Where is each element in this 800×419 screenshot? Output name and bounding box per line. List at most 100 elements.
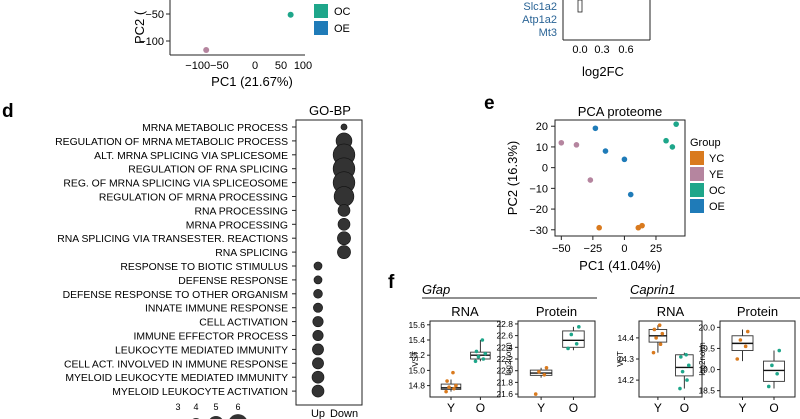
pca-xtick-label: −25 <box>584 243 603 255</box>
box-point <box>685 378 689 382</box>
go-bubbles <box>311 123 356 398</box>
box-xtick-label: O <box>769 401 778 415</box>
box-ytick-label: 20.0 <box>698 322 715 332</box>
legend-label-oc: OC <box>334 6 351 18</box>
go-bubble <box>313 302 323 313</box>
box-point <box>447 385 451 389</box>
box-xtick-label: Y <box>738 401 746 415</box>
go-term-label: RNA SPLICING VIA TRANSESTER. REACTIONS <box>57 234 288 245</box>
box-point <box>483 351 488 356</box>
gene-label-mt3: Mt3 <box>539 27 557 39</box>
box-panel: RNA 14.8 15.0 15.2 15.4 15.6 VST Y O <box>408 304 501 415</box>
box-point <box>658 342 663 347</box>
go-col-up: Up <box>311 408 325 419</box>
panel-label-f: f <box>388 272 395 293</box>
top-pca-fragment: −50 −100 −100−50 0 50 100 PC1 (21.67%) P… <box>132 0 351 89</box>
go-term-label: CELL ACT. INVOLVED IN IMMUNE RESPONSE <box>64 359 288 370</box>
box-panel-title: Protein <box>536 304 577 319</box>
box-panel-title: RNA <box>657 304 685 319</box>
gene-label-slc1a2: Slc1a2 <box>523 1 557 13</box>
legend-label-oe: OE <box>334 23 350 35</box>
go-term-label: MRNA PROCESSING <box>186 220 288 231</box>
go-term-label: REGULATION OF RNA SPLICING <box>128 165 288 176</box>
pca-point <box>627 191 634 198</box>
box-ytick-label: 19.5 <box>698 343 715 353</box>
pca-point <box>587 177 594 183</box>
box-point <box>678 386 682 391</box>
go-bubble <box>337 245 351 259</box>
box-point <box>686 363 691 368</box>
box-ytick-label: 15.4 <box>408 335 425 345</box>
go-bubble <box>312 329 324 342</box>
box-point <box>451 370 455 375</box>
box-point <box>444 389 448 394</box>
go-bp-title: GO-BP <box>309 103 351 118</box>
box-panel: Protein 21.6 21.822.0 22.2 22.422.6 22.8 log2n… <box>496 304 596 415</box>
box-panel: Protein 18.5 19.0 19.5 20.0 log2norm Y O <box>698 304 796 415</box>
bar-xtick-label: 0.0 <box>572 44 587 56</box>
box-ytick-label: 14.3 <box>617 354 634 364</box>
box-point <box>652 327 657 332</box>
box-point <box>777 348 782 353</box>
size-legend-bubble <box>229 414 247 419</box>
go-term-label: RESPONSE TO BIOTIC STIMULUS <box>120 262 288 273</box>
box-xtick-label: O <box>680 401 689 415</box>
pca-point <box>573 142 580 148</box>
box-point <box>660 331 665 336</box>
pca-point <box>596 224 602 231</box>
size-legend-bubble <box>209 416 223 419</box>
go-term-label: MYELOID LEUKOCYTE MEDIATED IMMUNITY <box>65 373 288 384</box>
pca-point <box>673 121 679 127</box>
box-point <box>770 363 774 368</box>
pca-legend-label: YE <box>709 169 724 181</box>
pca-legend-label: OE <box>709 201 725 213</box>
box-ylabel: log2norm <box>504 342 513 376</box>
box-panel-title: Protein <box>737 304 778 319</box>
go-term-label: RNA SPLICING <box>215 248 288 259</box>
go-term-label: IMMUNE EFFECTOR PROCESS <box>133 332 288 343</box>
box-xtick-label: Y <box>654 401 662 415</box>
go-bubble <box>313 289 323 299</box>
box-panel-frame <box>429 320 501 398</box>
bar-xlabel: log2FC <box>582 64 624 79</box>
go-terms: MRNA METABOLIC PROCESS REGULATION OF MRNA… <box>55 123 296 398</box>
box-ytick-label: 14.4 <box>617 333 634 343</box>
go-term-label: ALT. MRNA SPLICING VIA SPLICESOME <box>94 151 288 162</box>
box-ytick-label: 18.5 <box>698 386 715 396</box>
box-point <box>735 357 740 361</box>
box-point <box>738 338 743 342</box>
box-xtick-label: Y <box>447 401 455 415</box>
go-term-label: INNATE IMMUNE RESPONSE <box>145 304 288 315</box>
box-ytick-label: 22.6 <box>496 331 513 341</box>
go-term-label: MYELOID LEUKOCYTE ACTIVATION <box>112 387 288 398</box>
pca-point <box>592 125 599 132</box>
pca-xtick-label: −50 <box>552 243 571 255</box>
box-xtick-label: O <box>569 401 578 415</box>
box-ytick-label: 14.8 <box>408 381 425 391</box>
go-bubble <box>340 123 348 131</box>
go-term-label: LEUKOCYTE MEDIATED IMMUNITY <box>115 345 288 356</box>
box-point <box>480 338 485 342</box>
pca-ytick-label: −30 <box>529 225 548 237</box>
pca-xtick-label: 25 <box>650 243 662 255</box>
pca-point <box>558 139 565 146</box>
pca-legend: YC YE OC OE <box>690 151 726 213</box>
panel-label-d: d <box>2 101 14 122</box>
box-ytick-label: 15.2 <box>408 350 425 360</box>
box-panel: RNA 14.2 14.3 14.4 VST Y O <box>616 304 703 415</box>
box-body <box>440 383 462 390</box>
top-pca-ytick-label: −50 <box>145 9 164 21</box>
pca-legend-swatch <box>690 167 704 181</box>
pca-point <box>639 222 645 229</box>
panel-d: d GO-BP MRNA METABOLIC PROCESS REGULATION… <box>2 101 363 419</box>
box-panel-frame <box>719 320 796 398</box>
pca-xtick-label: 0 <box>621 243 627 255</box>
pca-legend-label: OC <box>709 185 726 197</box>
pca-fragment-point <box>287 11 294 18</box>
panel-label-e: e <box>484 93 495 114</box>
top-pca-ytick-label: −100 <box>139 36 164 48</box>
box-point <box>775 371 779 376</box>
box-ylabel: log2norm <box>698 342 707 376</box>
